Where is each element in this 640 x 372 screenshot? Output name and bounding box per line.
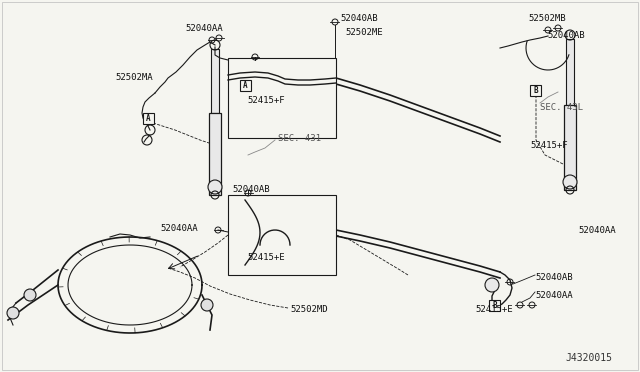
- Text: 52415+F: 52415+F: [247, 96, 285, 105]
- Text: 52040AA: 52040AA: [578, 225, 616, 234]
- Bar: [531, 84, 541, 96]
- Circle shape: [7, 307, 19, 319]
- Text: A: A: [146, 113, 150, 122]
- Bar: [239, 80, 250, 90]
- Text: 52040AB: 52040AB: [340, 13, 378, 22]
- Bar: [564, 105, 576, 190]
- Text: 52502MB: 52502MB: [528, 13, 566, 22]
- Text: J4320015: J4320015: [565, 353, 612, 363]
- Text: 52415+E: 52415+E: [475, 305, 513, 314]
- Circle shape: [563, 175, 577, 189]
- Bar: [209, 112, 221, 195]
- Text: SEC. 43L: SEC. 43L: [540, 103, 583, 112]
- Bar: [211, 49, 219, 112]
- Text: 52415+E: 52415+E: [247, 253, 285, 263]
- Text: 52040AA: 52040AA: [535, 291, 573, 299]
- Text: 52040AA: 52040AA: [185, 23, 223, 32]
- Text: 52502ME: 52502ME: [345, 28, 383, 36]
- Text: SEC. 431: SEC. 431: [278, 134, 321, 142]
- Circle shape: [24, 289, 36, 301]
- Bar: [228, 195, 336, 275]
- Bar: [143, 112, 154, 124]
- Text: 52502MA: 52502MA: [115, 73, 152, 81]
- Circle shape: [485, 278, 499, 292]
- Bar: [228, 58, 336, 138]
- Text: A: A: [243, 80, 247, 90]
- Bar: [566, 39, 574, 105]
- Text: B: B: [493, 301, 497, 310]
- Text: 52502MD: 52502MD: [290, 305, 328, 314]
- Text: 52040AB: 52040AB: [547, 31, 584, 39]
- Circle shape: [208, 180, 222, 194]
- Text: 52040AB: 52040AB: [535, 273, 573, 282]
- Bar: [490, 299, 500, 311]
- Text: 52040AA: 52040AA: [160, 224, 198, 232]
- Circle shape: [201, 299, 213, 311]
- Text: 52040AB: 52040AB: [232, 185, 269, 193]
- Text: 52415+F: 52415+F: [530, 141, 568, 150]
- Text: B: B: [534, 86, 538, 94]
